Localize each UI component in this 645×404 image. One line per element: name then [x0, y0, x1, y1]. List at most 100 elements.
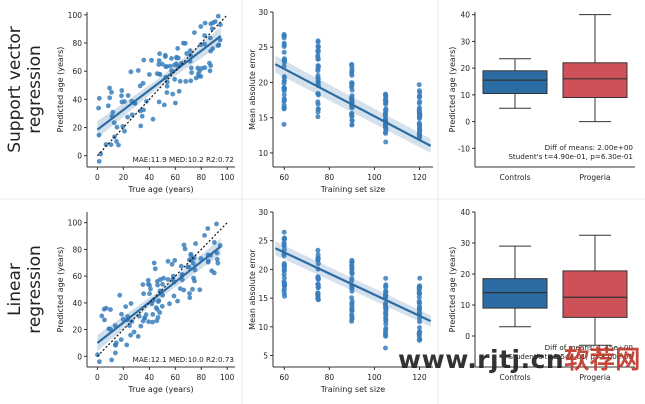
data-point	[192, 30, 197, 35]
data-point	[124, 342, 130, 348]
y-tick-label: 30	[460, 239, 470, 248]
data-point	[146, 319, 152, 325]
data-point	[167, 63, 173, 69]
data-point	[281, 49, 287, 55]
data-point	[281, 121, 287, 127]
data-point	[187, 295, 193, 301]
data-point	[417, 99, 423, 105]
data-point	[193, 241, 199, 247]
x-tick-label: 20	[119, 173, 129, 182]
data-point	[105, 103, 111, 109]
data-point	[349, 316, 355, 322]
data-point	[383, 283, 389, 289]
data-point	[215, 260, 221, 266]
data-point	[207, 35, 213, 41]
data-point	[119, 93, 124, 99]
data-point	[416, 88, 422, 94]
data-point	[282, 293, 287, 299]
data-point	[315, 247, 321, 253]
y-tick-label: 20	[72, 124, 82, 133]
data-point	[202, 233, 207, 238]
data-point	[97, 359, 102, 365]
y-tick-label: 10	[460, 301, 470, 310]
y-tick-label: 20	[258, 265, 268, 274]
data-point	[215, 13, 221, 19]
x-tick-label: 100	[367, 373, 382, 382]
y-axis-label: Mean absolute error	[248, 248, 257, 329]
data-point	[169, 56, 174, 61]
data-point	[315, 281, 321, 287]
data-point	[177, 78, 183, 84]
data-point	[170, 273, 176, 279]
y-tick-label: 10	[258, 323, 268, 332]
data-point	[349, 266, 355, 272]
data-point	[161, 102, 167, 108]
data-point	[315, 75, 321, 81]
data-point	[156, 99, 162, 105]
data-point	[383, 325, 389, 331]
data-point	[188, 78, 194, 84]
data-point	[315, 255, 321, 261]
data-point	[281, 240, 287, 246]
y-axis-label: Mean absolute error	[248, 48, 257, 129]
data-point	[197, 68, 203, 74]
data-point	[161, 275, 166, 281]
data-point	[417, 336, 423, 342]
x-tick-label: 100	[220, 373, 235, 382]
y-tick-label: 30	[460, 37, 470, 46]
data-point	[315, 293, 321, 299]
x-tick-label: 0	[95, 173, 100, 182]
data-point	[118, 337, 124, 342]
data-point	[198, 24, 204, 29]
data-point	[383, 308, 389, 314]
data-point	[315, 109, 321, 115]
data-point	[189, 70, 195, 75]
data-point	[128, 301, 134, 306]
x-tick-label: 40	[145, 173, 155, 182]
data-point	[114, 124, 120, 130]
data-point	[125, 114, 130, 120]
data-point	[349, 62, 355, 68]
data-point	[315, 114, 321, 120]
data-point	[417, 275, 423, 281]
data-point	[383, 333, 389, 338]
data-point	[138, 323, 144, 329]
data-point	[282, 283, 287, 289]
stats-annotation: Diff of means: 2.00e+00	[545, 143, 634, 152]
x-tick-label: 80	[325, 373, 335, 382]
data-point	[178, 263, 184, 269]
y-tick-label: 0	[77, 352, 82, 361]
regression-line	[274, 63, 432, 147]
data-point	[197, 287, 203, 293]
data-point	[190, 286, 195, 292]
data-point	[131, 329, 137, 335]
data-point	[147, 72, 152, 77]
x-tick-label: Progeria	[579, 173, 610, 182]
data-point	[188, 65, 194, 71]
data-point	[349, 122, 355, 128]
data-point	[125, 93, 131, 98]
data-point	[187, 291, 192, 296]
data-point	[156, 58, 162, 64]
data-point	[103, 142, 109, 147]
x-tick-label: 60	[279, 373, 289, 382]
y-axis-label: Predicted age (years)	[56, 47, 65, 133]
row-label: regression	[25, 245, 45, 334]
y-tick-label: 30	[258, 8, 268, 17]
data-point	[281, 40, 287, 46]
y-tick-label: 20	[72, 326, 82, 335]
data-point	[101, 306, 107, 312]
data-point	[150, 116, 156, 122]
data-point	[109, 357, 114, 363]
y-tick-label: 20	[460, 270, 470, 279]
y-tick-label: 100	[68, 219, 83, 228]
y-tick-label: 0	[77, 152, 82, 161]
data-point	[281, 96, 287, 102]
data-point	[159, 303, 165, 309]
data-point	[315, 101, 321, 107]
data-point	[281, 78, 287, 84]
y-tick-label: 15	[258, 114, 268, 123]
data-point	[107, 95, 113, 101]
data-point	[144, 98, 149, 104]
data-point	[119, 88, 125, 93]
